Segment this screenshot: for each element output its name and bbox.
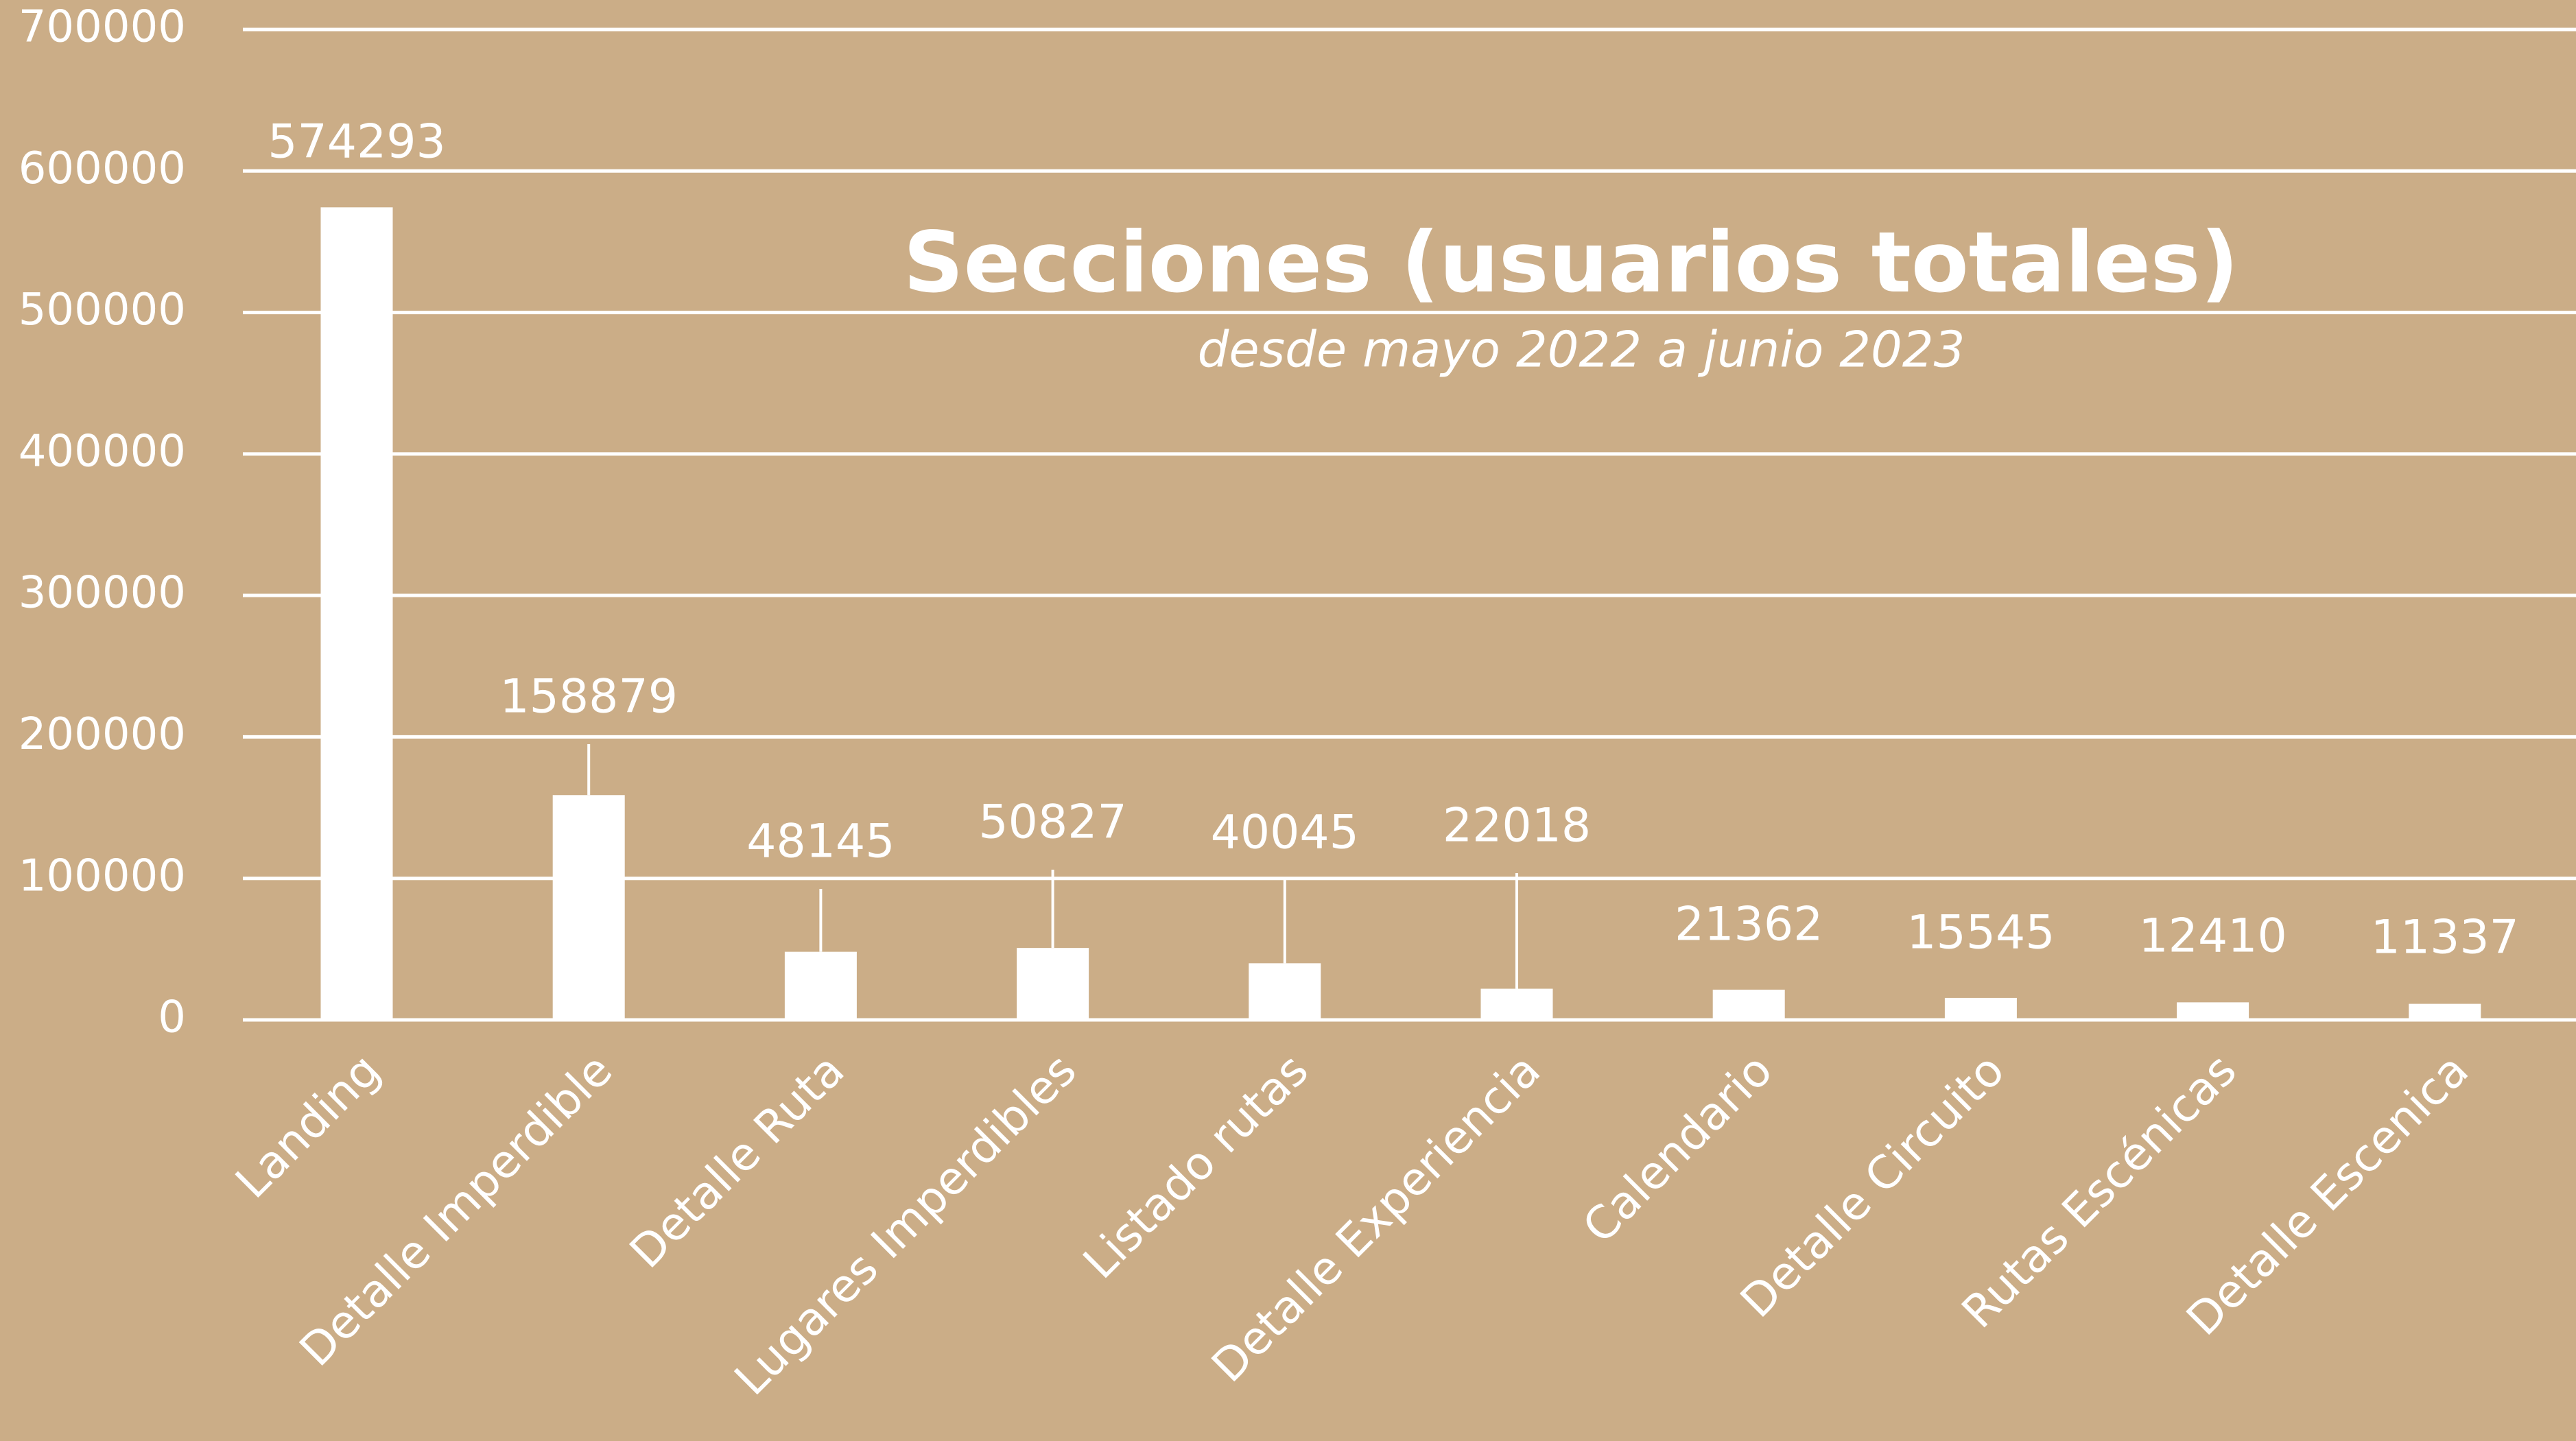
bar <box>1249 963 1321 1020</box>
data-label: 158879 <box>499 670 678 724</box>
data-label: 40045 <box>1211 806 1359 860</box>
bar <box>1017 948 1089 1020</box>
bar <box>320 207 393 1021</box>
bar <box>552 795 625 1020</box>
y-tick-label: 500000 <box>19 285 186 335</box>
y-tick-label: 400000 <box>19 426 186 477</box>
data-label: 50827 <box>978 796 1126 850</box>
bar <box>2177 1002 2249 1020</box>
bar <box>1712 989 1785 1020</box>
data-label: 48145 <box>746 815 895 869</box>
bar <box>2409 1003 2481 1020</box>
bar <box>784 951 857 1020</box>
bar <box>1480 988 1553 1020</box>
data-label: 15545 <box>1906 906 2055 960</box>
y-tick-label: 0 <box>158 992 186 1043</box>
data-label: 12410 <box>2138 909 2287 964</box>
y-tick-label: 300000 <box>19 568 186 619</box>
data-label: 21362 <box>1675 898 1823 952</box>
y-tick-label: 100000 <box>19 850 186 901</box>
data-label: 22018 <box>1443 799 1591 853</box>
bar <box>1944 997 2017 1020</box>
data-label: 11337 <box>2371 911 2519 965</box>
y-tick-label: 200000 <box>19 709 186 760</box>
chart-title: Secciones (usuarios totales) <box>903 214 2239 311</box>
chart-subtitle: desde mayo 2022 a junio 2023 <box>1198 321 1965 379</box>
data-label: 574293 <box>268 115 446 169</box>
y-tick-label: 700000 <box>19 2 186 53</box>
y-tick-label: 600000 <box>19 143 186 194</box>
